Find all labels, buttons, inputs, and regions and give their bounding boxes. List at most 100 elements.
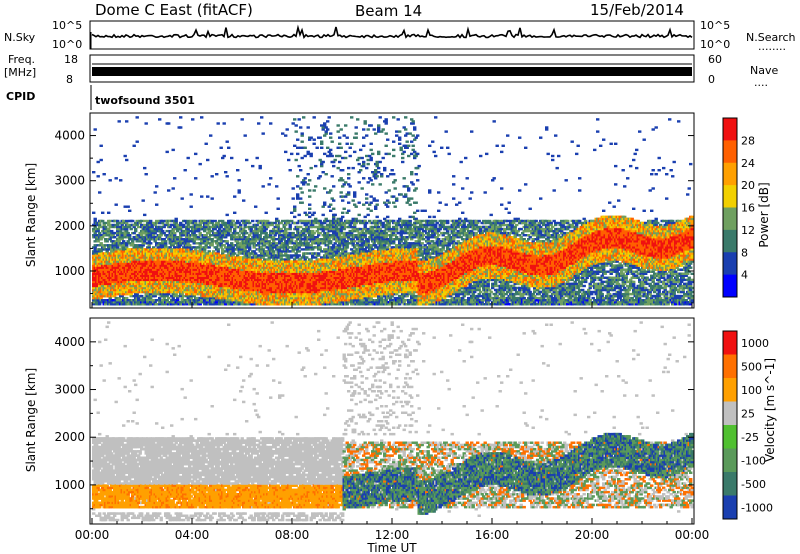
nave-trace xyxy=(92,67,692,76)
power-cell xyxy=(166,151,169,153)
power-cell xyxy=(167,189,170,191)
power-cell xyxy=(127,232,130,234)
power-cell xyxy=(125,228,128,230)
power-cell xyxy=(136,244,139,246)
power-cell xyxy=(130,228,133,230)
power-cell xyxy=(109,224,112,226)
power-cell xyxy=(143,224,146,226)
power-cell xyxy=(94,218,97,220)
power-cell xyxy=(143,167,146,169)
power-cell xyxy=(149,220,152,222)
power-cell xyxy=(166,230,169,232)
power-cell xyxy=(115,297,118,299)
power-cell xyxy=(94,244,97,246)
power-cell xyxy=(136,116,139,118)
power-cell xyxy=(143,214,146,216)
radar-title: Dome C East (fitACF) xyxy=(95,1,253,19)
power-cell xyxy=(131,220,134,222)
power-cell xyxy=(125,120,128,122)
power-cell xyxy=(169,240,172,242)
power-cell xyxy=(103,222,106,224)
power-cell xyxy=(118,120,121,122)
power-cell xyxy=(139,240,142,242)
power-cell xyxy=(163,232,166,234)
power-cell xyxy=(125,159,128,161)
power-cell xyxy=(127,206,130,208)
power-cell xyxy=(106,240,109,242)
figure-canvas: Dome C East (fitACF) Beam 14 15/Feb/2014… xyxy=(0,0,800,554)
power-cell xyxy=(142,297,145,299)
nave-tick-bottom: 0 xyxy=(708,73,715,86)
power-cell xyxy=(97,240,100,242)
nave-tick-top: 60 xyxy=(708,53,722,66)
power-cell xyxy=(155,204,158,206)
power-cell xyxy=(145,122,148,124)
power-cell xyxy=(92,212,95,214)
power-cell xyxy=(128,210,131,212)
power-cell xyxy=(103,173,106,175)
power-cell xyxy=(124,155,127,157)
power-cell xyxy=(134,228,137,230)
power-cell xyxy=(94,246,97,248)
power-cell xyxy=(128,234,131,236)
power-cell xyxy=(155,185,158,187)
power-cell xyxy=(136,240,139,242)
power-cell xyxy=(122,297,125,299)
freq-label: Freq. xyxy=(8,53,35,66)
nsky-trace xyxy=(91,27,692,49)
power-cell xyxy=(151,228,154,230)
nave-dots: .... xyxy=(754,76,768,89)
power-cell xyxy=(97,161,100,163)
nsky-trace-line xyxy=(92,27,692,38)
power-cell xyxy=(154,191,157,193)
power-cell xyxy=(115,204,118,206)
power-cell xyxy=(116,246,119,248)
power-cell xyxy=(109,179,112,181)
power-cell xyxy=(145,173,148,175)
power-cell xyxy=(143,220,146,222)
power-cell xyxy=(136,293,139,295)
power-cell xyxy=(107,212,110,214)
power-cell xyxy=(125,297,128,299)
power-cell xyxy=(160,234,163,236)
power-cell xyxy=(137,226,140,228)
cpid-value: twofsound 3501 xyxy=(95,94,195,107)
power-cell xyxy=(164,240,167,242)
power-heatmap-cells xyxy=(92,116,694,305)
power-cell xyxy=(104,226,107,228)
freq-tick-bottom: 8 xyxy=(66,73,73,86)
power-cell xyxy=(97,228,100,230)
beam-label: Beam 14 xyxy=(355,2,422,20)
nsky-tick-bottom: 10^0 xyxy=(52,38,82,51)
power-cell xyxy=(161,220,164,222)
power-cell xyxy=(94,128,97,130)
power-cell xyxy=(107,228,110,230)
date-label: 15/Feb/2014 xyxy=(590,1,684,19)
power-cell xyxy=(104,238,107,240)
power-cell xyxy=(167,297,170,299)
power-cell xyxy=(149,242,152,244)
power-cell xyxy=(104,244,107,246)
power-cell xyxy=(112,224,115,226)
power-cell xyxy=(101,212,104,214)
nsky-tick-top: 10^5 xyxy=(52,19,82,32)
power-cell xyxy=(92,171,95,173)
power-cell xyxy=(154,293,157,295)
power-cell xyxy=(167,122,170,124)
power-cell xyxy=(100,159,103,161)
power-cell xyxy=(101,244,104,246)
power-cell xyxy=(115,177,118,179)
power-cell xyxy=(113,232,116,234)
freq-tick-top: 18 xyxy=(64,53,78,66)
nsky-strip-frame xyxy=(90,21,694,49)
freq-unit: [MHz] xyxy=(4,66,36,79)
nsky-label: N.Sky xyxy=(4,31,36,44)
power-cell xyxy=(125,220,128,222)
power-cell xyxy=(97,175,100,177)
power-cell xyxy=(98,232,101,234)
power-cell xyxy=(142,199,145,201)
power-cell xyxy=(130,293,133,295)
nsearch-tick-top: 10^5 xyxy=(700,19,730,32)
power-cell xyxy=(167,293,170,295)
nsearch-tick-bottom: 10^0 xyxy=(700,38,730,51)
